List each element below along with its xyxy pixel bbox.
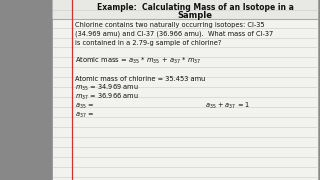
Text: $m_{35}$ = 34.969 amu: $m_{35}$ = 34.969 amu [75,83,139,93]
Text: (34.969 amu) and Cl-37 (36.966 amu).  What mass of Cl-37: (34.969 amu) and Cl-37 (36.966 amu). Wha… [75,31,273,37]
Text: Atomic mass of chlorine = 35.453 amu: Atomic mass of chlorine = 35.453 amu [75,76,205,82]
Text: Chlorine contains two naturally occurring isotopes: Cl-35: Chlorine contains two naturally occurrin… [75,22,265,28]
Bar [52,0,318,19]
Text: $m_{37}$ = 36.966 amu: $m_{37}$ = 36.966 amu [75,92,139,102]
Text: $a_{35}$ + $a_{37}$ = 1: $a_{35}$ + $a_{37}$ = 1 [205,101,251,111]
Text: $a_{35}$ =: $a_{35}$ = [75,101,94,111]
Text: is contained in a 2.79-g sample of chlorine?: is contained in a 2.79-g sample of chlor… [75,40,221,46]
Text: $a_{37}$ =: $a_{37}$ = [75,110,94,120]
Text: Sample: Sample [178,10,212,19]
Bar [52,0,318,180]
Text: Atomic mass = $a_{35}$ * $m_{35}$ + $a_{37}$ * $m_{37}$: Atomic mass = $a_{35}$ * $m_{35}$ + $a_{… [75,56,201,66]
Text: Example:  Calculating Mass of an Isotope in a: Example: Calculating Mass of an Isotope … [97,3,293,12]
